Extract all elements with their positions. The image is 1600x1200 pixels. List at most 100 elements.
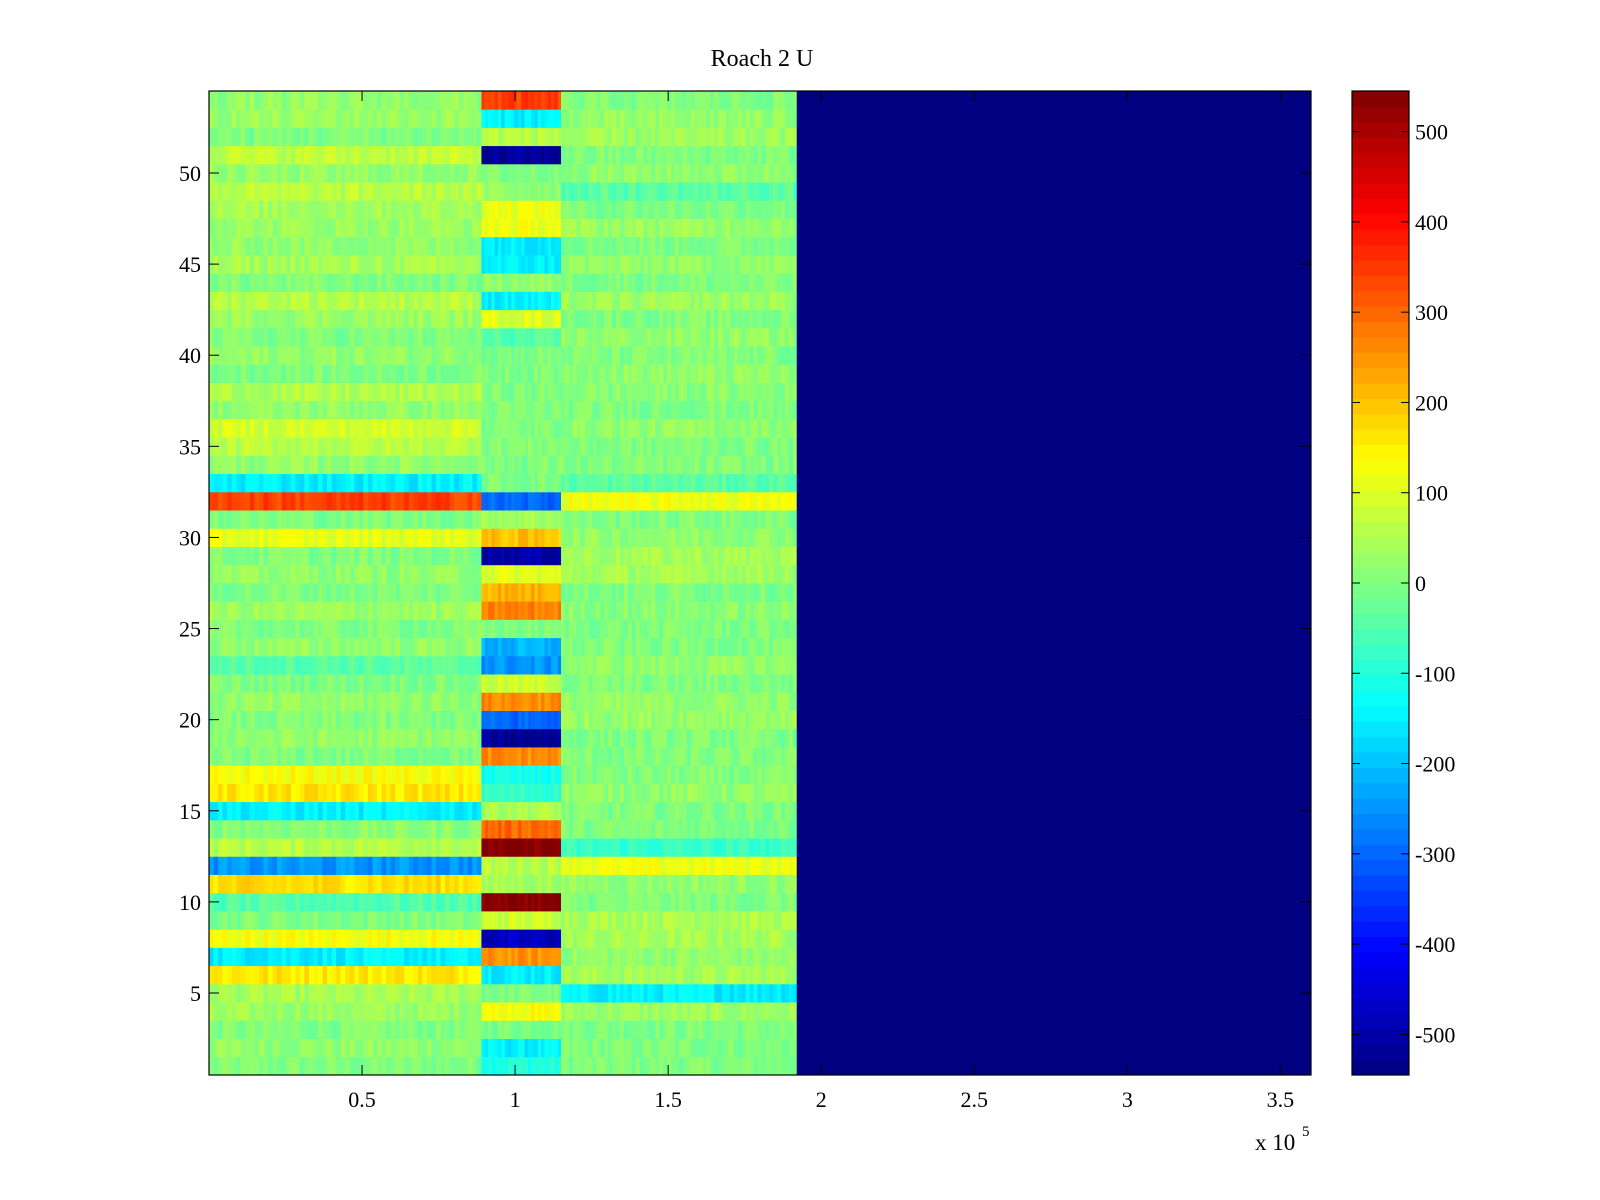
heatmap-cell <box>674 892 680 912</box>
heatmap-cell <box>511 601 515 620</box>
heatmap-cell <box>616 983 621 1003</box>
heatmap-cell <box>531 1056 535 1076</box>
heatmap-cell <box>240 765 246 784</box>
heatmap-cell <box>706 947 711 967</box>
heatmap-cell <box>481 911 486 930</box>
heatmap-cell <box>729 983 735 1003</box>
heatmap-cell <box>643 583 648 602</box>
heatmap-cell <box>467 965 473 985</box>
heatmap-cell <box>281 546 287 566</box>
heatmap-cell <box>564 783 570 803</box>
heatmap-cell <box>386 473 392 493</box>
heatmap-cell <box>612 710 617 730</box>
heatmap-cell <box>363 546 369 566</box>
heatmap-cell <box>386 856 392 875</box>
heatmap-cell <box>674 838 680 857</box>
heatmap-cell <box>765 947 770 967</box>
heatmap-cell <box>749 692 754 711</box>
heatmap-cell <box>404 601 410 620</box>
heatmap-cell <box>422 637 428 657</box>
heatmap-cell <box>561 911 566 930</box>
heatmap-cell <box>426 473 432 493</box>
heatmap-cell <box>277 601 283 620</box>
heatmap-cell <box>308 601 314 620</box>
heatmap-cell <box>527 692 532 711</box>
heatmap-cell <box>458 455 464 475</box>
heatmap-cell <box>769 455 774 475</box>
heatmap-cell <box>308 564 314 584</box>
heatmap-cell <box>507 510 512 529</box>
heatmap-cell <box>544 801 549 821</box>
heatmap-cell <box>290 765 296 784</box>
heatmap-cell <box>277 856 283 875</box>
heatmap-cell <box>612 965 617 985</box>
heatmap-cell <box>678 783 684 803</box>
heatmap-cell <box>472 874 478 894</box>
heatmap-cell <box>286 747 292 766</box>
heatmap-cell <box>377 1002 382 1021</box>
heatmap-cell <box>619 1002 625 1021</box>
heatmap-cell <box>694 874 699 894</box>
heatmap-cell <box>381 564 387 584</box>
heatmap-cell <box>249 911 255 930</box>
heatmap-cell <box>399 783 405 803</box>
heatmap-cell <box>504 947 509 967</box>
heatmap-cell <box>249 947 255 967</box>
heatmap-cell <box>286 728 292 748</box>
heatmap-cell <box>367 473 373 493</box>
heatmap-cell <box>568 674 574 693</box>
heatmap-cell <box>231 929 237 948</box>
heatmap-cell <box>367 983 373 1003</box>
heatmap-cell <box>655 637 660 657</box>
heatmap-cell <box>331 455 337 475</box>
heatmap-cell <box>349 1038 355 1058</box>
heatmap-cell <box>454 1038 460 1058</box>
heatmap-cell <box>722 619 727 639</box>
heatmap-cell <box>729 491 735 511</box>
heatmap-cell <box>527 546 532 566</box>
heatmap-cell <box>472 856 478 875</box>
heatmap-cell <box>694 601 699 620</box>
heatmap-cell <box>619 1056 625 1076</box>
heatmap-cell <box>436 929 441 948</box>
heatmap-cell <box>377 965 382 985</box>
heatmap-cell <box>551 510 555 529</box>
heatmap-cell <box>413 783 419 803</box>
heatmap-cell <box>431 528 437 547</box>
heatmap-cell <box>674 601 680 620</box>
heatmap-cell <box>413 546 419 566</box>
heatmap-cell <box>596 637 601 657</box>
heatmap-cell <box>377 747 382 766</box>
heatmap-cell <box>514 674 519 693</box>
heatmap-cell <box>413 1056 419 1076</box>
heatmap-cell <box>304 583 310 602</box>
heatmap-cell <box>481 455 486 475</box>
heatmap-cell <box>258 583 264 602</box>
heatmap-cell <box>726 1038 731 1058</box>
heatmap-cell <box>449 692 455 711</box>
heatmap-cell <box>349 1002 355 1021</box>
heatmap-cell <box>745 583 750 602</box>
heatmap-cell <box>404 455 410 475</box>
heatmap-cell <box>678 856 684 875</box>
heatmap-cell <box>690 856 695 875</box>
heatmap-cell <box>635 491 640 511</box>
heatmap-cell <box>488 892 492 912</box>
heatmap-cell <box>604 838 609 857</box>
heatmap-cell <box>317 783 323 803</box>
heatmap-cell <box>561 655 566 675</box>
heatmap-cell <box>440 710 446 730</box>
heatmap-cell <box>554 491 559 511</box>
heatmap-cell <box>534 1020 539 1039</box>
heatmap-cell <box>317 637 323 657</box>
heatmap-cell <box>290 1038 296 1058</box>
heatmap-cell <box>268 1020 273 1039</box>
heatmap-cell <box>773 819 778 839</box>
heatmap-cell <box>399 655 405 675</box>
heatmap-cell <box>404 564 410 584</box>
heatmap-cell <box>277 437 283 456</box>
heatmap-cell <box>788 491 794 511</box>
heatmap-cell <box>659 911 664 930</box>
heatmap-cell <box>440 546 446 566</box>
heatmap-cell <box>531 765 535 784</box>
